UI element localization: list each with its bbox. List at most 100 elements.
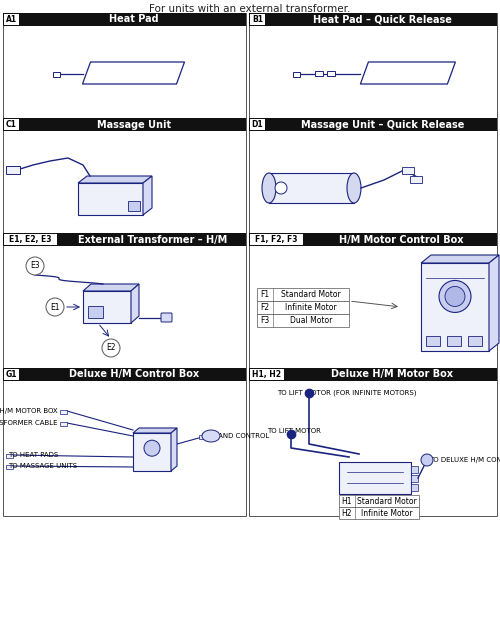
Bar [3,118,246,131]
Text: TO HEAT PADS: TO HEAT PADS [8,452,58,458]
Polygon shape [421,255,499,263]
Text: H/M Motor Control Box: H/M Motor Control Box [339,234,464,244]
Ellipse shape [202,430,220,442]
Text: Massage Unit: Massage Unit [96,120,171,130]
Text: D1: D1 [252,120,263,129]
Bar [410,176,422,183]
Bar [411,475,418,482]
Bar [60,410,67,413]
Bar [3,118,246,233]
Bar [421,263,489,351]
Polygon shape [83,284,139,291]
Circle shape [421,454,433,466]
Bar [249,368,497,381]
Bar [339,507,419,519]
Bar [447,336,461,346]
Text: E2: E2 [106,344,116,353]
Bar [83,291,131,323]
Bar [468,336,482,346]
Text: TO MASSAGE UNITS: TO MASSAGE UNITS [8,463,77,469]
Bar [4,234,57,245]
Bar [128,201,140,211]
Polygon shape [131,284,139,323]
Text: F3: F3 [260,316,270,325]
Polygon shape [489,255,499,351]
Text: TO LIFT MOTOR (FOR INFINITE MOTORS): TO LIFT MOTOR (FOR INFINITE MOTORS) [277,389,416,396]
Circle shape [144,440,160,456]
Text: E3: E3 [30,261,40,270]
Text: TO LIFT MOTOR: TO LIFT MOTOR [267,428,321,434]
Text: Deluxe H/M Control Box: Deluxe H/M Control Box [68,370,199,380]
Bar [411,484,418,491]
Text: F1: F1 [260,290,270,299]
Bar [3,368,246,381]
Bar [52,72,60,77]
Bar [257,301,349,314]
Text: C1: C1 [6,120,16,129]
Bar [250,14,264,25]
Text: E1: E1 [50,303,60,311]
Text: H2: H2 [342,508,352,518]
Text: TO EXTERNAL TRANSFORMER CABLE: TO EXTERNAL TRANSFORMER CABLE [0,420,58,426]
Polygon shape [78,176,152,183]
Text: TO HAND CONTROL: TO HAND CONTROL [201,433,269,439]
Bar [3,13,246,26]
Text: F1, F2, F3: F1, F2, F3 [256,235,298,244]
Circle shape [275,182,287,194]
Circle shape [439,280,471,313]
Bar [402,167,414,174]
Bar [88,306,103,318]
Text: G1: G1 [6,370,17,379]
Bar [78,183,143,215]
Bar [250,369,284,380]
Text: Heat Pad – Quick Release: Heat Pad – Quick Release [313,15,452,25]
Bar [249,118,497,131]
Text: Dual Motor: Dual Motor [290,316,332,325]
Bar [249,13,497,26]
Text: E1, E2, E3: E1, E2, E3 [9,235,52,244]
Circle shape [102,339,120,357]
Bar [3,368,246,516]
Bar [249,368,497,516]
Bar [257,314,349,327]
Bar [3,13,246,118]
Text: Standard Motor: Standard Motor [281,290,341,299]
Text: External Transformer – H/M: External Transformer – H/M [78,234,228,244]
Bar [6,453,13,458]
Text: H1: H1 [342,496,352,506]
Text: TO DELUXE H/M CONTROL BOX: TO DELUXE H/M CONTROL BOX [429,457,500,463]
Text: A1: A1 [6,15,17,24]
Polygon shape [133,428,177,433]
Text: F2: F2 [260,303,270,312]
Bar [3,233,246,368]
Bar [426,336,440,346]
Text: H1, H2: H1, H2 [252,370,282,379]
Polygon shape [143,176,152,215]
Bar [339,462,411,494]
Bar [4,14,18,25]
Circle shape [46,298,64,316]
Bar [249,233,497,246]
Bar [249,233,497,368]
Bar [249,118,497,233]
Bar [3,233,246,246]
Text: Infinite Motor: Infinite Motor [361,508,413,518]
Text: B1: B1 [252,15,263,24]
Text: Infinite Motor: Infinite Motor [285,303,337,312]
Text: Heat Pad: Heat Pad [109,15,158,25]
Bar [250,234,303,245]
Text: Massage Unit – Quick Release: Massage Unit – Quick Release [300,120,464,130]
Bar [257,288,349,301]
Text: For units with an external transformer.: For units with an external transformer. [150,4,350,14]
Bar [199,434,206,439]
Bar [4,119,18,130]
Bar [269,173,354,203]
Bar [60,422,67,425]
Bar [6,465,13,468]
Bar [316,71,324,76]
Text: TO DELUXE H/M MOTOR BOX: TO DELUXE H/M MOTOR BOX [0,408,58,414]
Circle shape [445,287,465,306]
Bar [133,433,171,471]
Circle shape [26,257,44,275]
FancyBboxPatch shape [161,313,172,322]
